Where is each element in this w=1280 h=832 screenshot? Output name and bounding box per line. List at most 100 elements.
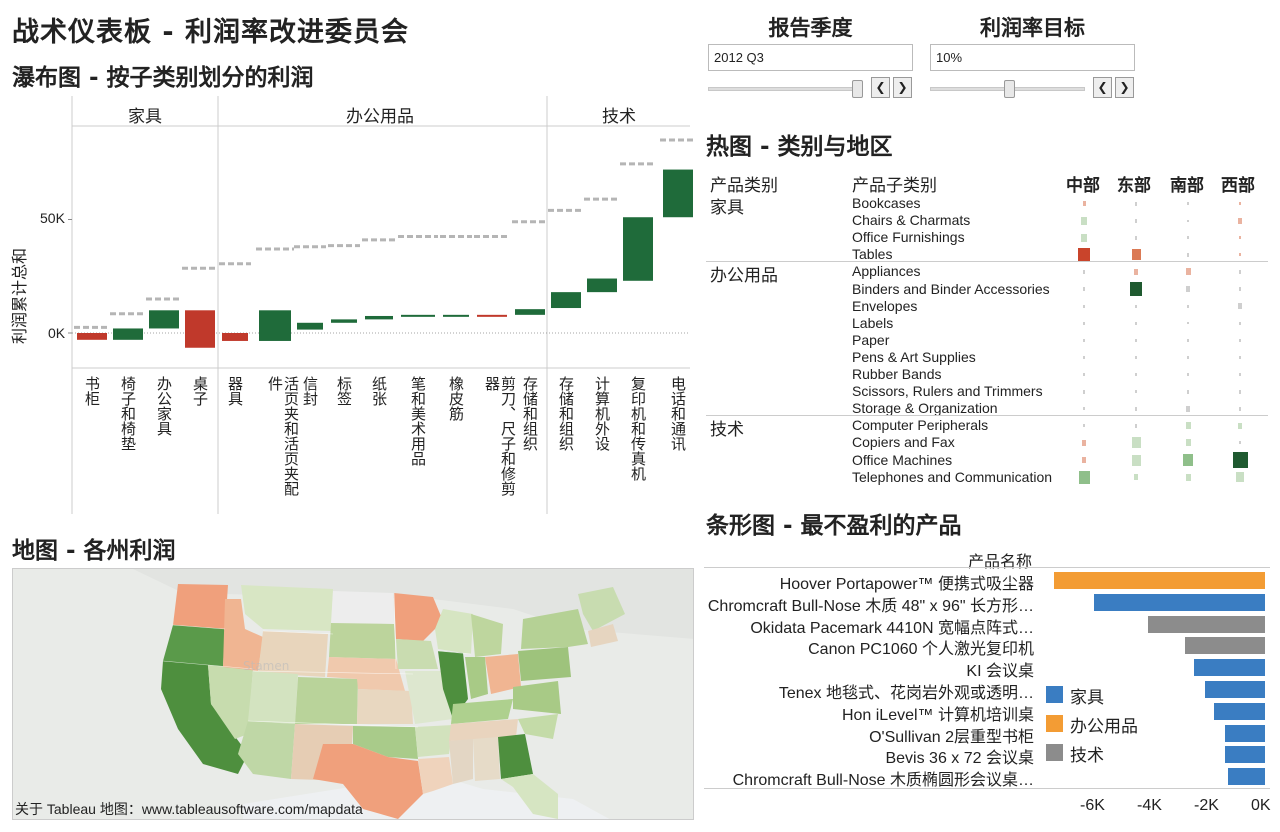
heatmap-cell[interactable]	[1187, 219, 1189, 222]
state-missouri[interactable]	[405, 671, 453, 724]
waterfall-bar[interactable]	[587, 278, 617, 293]
barchart-bar[interactable]	[1193, 659, 1265, 677]
state-new-york[interactable]	[521, 609, 588, 649]
heatmap-cell[interactable]	[1187, 389, 1189, 394]
legend-swatch[interactable]	[1046, 715, 1063, 732]
state-kentucky[interactable]	[451, 699, 513, 724]
waterfall-bar[interactable]	[515, 309, 545, 315]
heatmap-cell[interactable]	[1083, 407, 1085, 411]
state-carolinas[interactable]	[518, 714, 558, 739]
heatmap-cell[interactable]	[1082, 439, 1086, 446]
legend-swatch[interactable]	[1046, 686, 1063, 703]
target-slider-thumb[interactable]	[1004, 80, 1015, 98]
waterfall-bar[interactable]	[551, 292, 581, 309]
state-washington[interactable]	[173, 584, 228, 629]
state-oregon[interactable]	[163, 625, 225, 667]
state-idaho[interactable]	[223, 599, 263, 671]
state-florida[interactable]	[501, 774, 558, 819]
state-massachusetts[interactable]	[588, 624, 618, 647]
heatmap-cell[interactable]	[1135, 355, 1137, 359]
state-pennsylvania[interactable]	[518, 647, 571, 681]
heatmap-cell[interactable]	[1134, 268, 1138, 275]
heatmap-cell[interactable]	[1135, 390, 1137, 394]
barchart-bar[interactable]	[1148, 615, 1265, 633]
waterfall-bar[interactable]	[443, 314, 469, 317]
heatmap-cell[interactable]	[1131, 437, 1141, 449]
heatmap-cell[interactable]	[1239, 389, 1241, 394]
heatmap-cell[interactable]	[1186, 405, 1190, 412]
waterfall-bar[interactable]	[663, 169, 693, 218]
state-illinois[interactable]	[438, 651, 468, 719]
state-alabama[interactable]	[473, 737, 500, 781]
state-colorado[interactable]	[295, 677, 358, 724]
waterfall-bar[interactable]	[297, 322, 323, 330]
state-wyoming[interactable]	[258, 631, 328, 677]
heatmap-cell[interactable]	[1083, 304, 1085, 308]
heatmap-cell[interactable]	[1083, 269, 1085, 274]
barchart-bar[interactable]	[1054, 572, 1265, 589]
heatmap-cell[interactable]	[1239, 373, 1241, 376]
state-iowa[interactable]	[396, 639, 438, 669]
heatmap-cell[interactable]	[1239, 321, 1241, 325]
waterfall-bar[interactable]	[77, 333, 107, 340]
barchart-bar[interactable]	[1205, 681, 1265, 698]
heatmap-cell[interactable]	[1187, 202, 1189, 205]
barchart-bar[interactable]	[1094, 593, 1265, 611]
waterfall-bar[interactable]	[222, 333, 248, 341]
heatmap-cell[interactable]	[1083, 389, 1085, 394]
heatmap-cell[interactable]	[1239, 287, 1241, 291]
heatmap-cell[interactable]	[1238, 303, 1242, 310]
state-michigan[interactable]	[471, 614, 503, 657]
waterfall-bar[interactable]	[185, 310, 215, 348]
heatmap-cell[interactable]	[1083, 373, 1085, 376]
heatmap-cell[interactable]	[1081, 233, 1087, 242]
quarter-next-button[interactable]: ❯	[893, 77, 912, 98]
heatmap-cell[interactable]	[1083, 424, 1085, 428]
state-minnesota[interactable]	[394, 593, 443, 641]
heatmap-cell[interactable]	[1187, 338, 1189, 342]
barchart-bar[interactable]	[1185, 637, 1265, 655]
heatmap-cell[interactable]	[1186, 286, 1190, 292]
heatmap-cell[interactable]	[1135, 423, 1137, 428]
quarter-input[interactable]	[708, 44, 913, 71]
map-attribution[interactable]: 关于 Tableau 地图：www.tableausoftware.com/ma…	[15, 801, 363, 817]
heatmap-cell[interactable]	[1185, 422, 1191, 430]
heatmap-cell[interactable]	[1183, 454, 1193, 466]
heatmap-cell[interactable]	[1083, 355, 1085, 359]
state-montana[interactable]	[241, 585, 333, 631]
waterfall-bar[interactable]	[331, 319, 357, 323]
heatmap-cell[interactable]	[1135, 304, 1137, 308]
state-louisiana[interactable]	[418, 757, 453, 794]
barchart-bar[interactable]	[1225, 746, 1265, 764]
waterfall-bar[interactable]	[401, 314, 435, 317]
state-new-england[interactable]	[578, 587, 625, 631]
heatmap-cell[interactable]	[1187, 373, 1189, 376]
state-north-dakota[interactable]	[331, 591, 394, 624]
heatmap-cell[interactable]	[1239, 269, 1241, 274]
heatmap-cell[interactable]	[1135, 338, 1137, 342]
heatmap-cell[interactable]	[1236, 472, 1244, 483]
heatmap-cell[interactable]	[1238, 217, 1242, 224]
state-utah[interactable]	[248, 671, 298, 724]
barchart-bar[interactable]	[1227, 768, 1265, 786]
heatmap-cell[interactable]	[1187, 304, 1189, 308]
heatmap-cell[interactable]	[1135, 201, 1137, 206]
barchart-bar[interactable]	[1213, 702, 1265, 720]
heatmap-cell[interactable]	[1239, 338, 1241, 342]
state-nevada[interactable]	[208, 665, 253, 739]
heatmap-cell[interactable]	[1185, 473, 1191, 481]
heatmap-cell[interactable]	[1135, 373, 1137, 376]
heatmap-cell[interactable]	[1185, 268, 1191, 276]
waterfall-bar[interactable]	[149, 310, 179, 329]
quarter-prev-button[interactable]: ❮	[871, 77, 890, 98]
barchart-bar[interactable]	[1225, 724, 1265, 742]
heatmap-cell[interactable]	[1131, 249, 1141, 261]
waterfall-bar[interactable]	[623, 217, 653, 281]
target-input[interactable]	[930, 44, 1135, 71]
heatmap-cell[interactable]	[1078, 247, 1090, 262]
heatmap-cell[interactable]	[1187, 252, 1189, 257]
state-indiana[interactable]	[465, 657, 488, 699]
heatmap-cell[interactable]	[1238, 422, 1242, 429]
state-nebraska[interactable]	[327, 657, 405, 691]
heatmap-cell[interactable]	[1083, 321, 1085, 325]
